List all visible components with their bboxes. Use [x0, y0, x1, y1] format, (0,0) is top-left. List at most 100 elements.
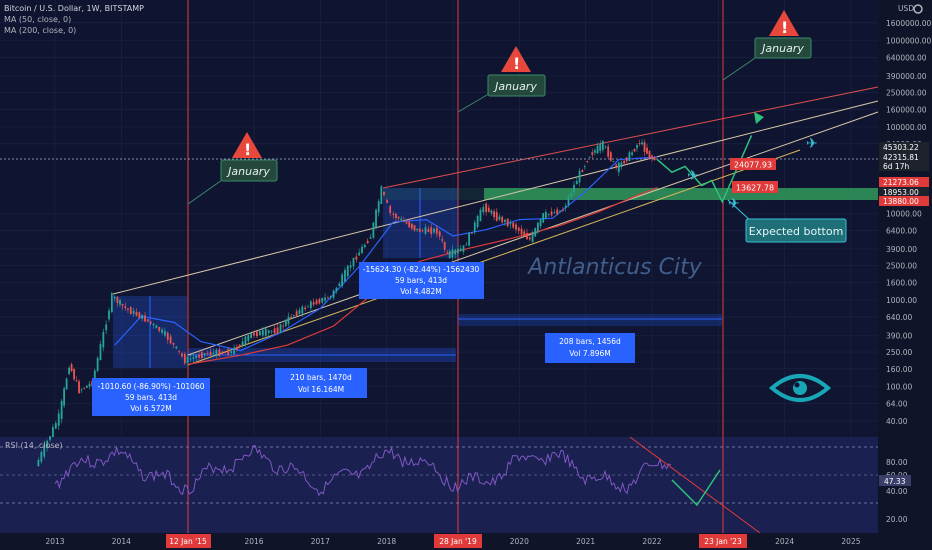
price-tick-label: 6400.00 — [886, 226, 917, 235]
time-tick-label: 2024 — [775, 537, 794, 546]
candle-body — [564, 205, 567, 208]
settings-gear-icon[interactable] — [913, 4, 923, 14]
candle-body — [559, 210, 561, 212]
candle-body — [594, 150, 596, 153]
date-highlight-2023: 23 Jan '23 — [699, 534, 747, 548]
candle-body — [119, 300, 121, 305]
candle-body — [601, 140, 604, 150]
candle-body — [389, 206, 392, 213]
projection-path — [656, 135, 753, 204]
candle-body — [46, 440, 49, 449]
candle-body — [158, 327, 161, 331]
candle-body — [625, 157, 628, 162]
candle-body — [102, 331, 105, 348]
candle-body — [284, 320, 287, 327]
candle-body — [341, 274, 344, 287]
svg-text:13627.78: 13627.78 — [736, 184, 774, 193]
watermark-text: Antlanticus City — [526, 255, 702, 280]
candle-body — [633, 148, 636, 152]
price-tick-label: 2500.00 — [886, 262, 917, 271]
candle-body — [485, 203, 488, 212]
time-tick-label: 2013 — [45, 537, 64, 546]
candle-body — [501, 216, 504, 223]
candle-body — [451, 249, 454, 258]
candle-body — [459, 248, 462, 252]
candle-body — [534, 228, 537, 237]
candle-body — [643, 142, 646, 152]
candle-body — [433, 228, 435, 233]
candle-body — [135, 311, 138, 316]
candle-body — [54, 423, 57, 429]
svg-text:208 bars, 1456d: 208 bars, 1456d — [559, 337, 621, 346]
price-axis[interactable] — [878, 0, 932, 533]
range-box-2019-2023: 208 bars, 1456d Vol 7.896M — [545, 333, 635, 363]
ma200-legend: MA (200, close, 0) — [4, 26, 76, 35]
callout-2019: ! January — [487, 46, 546, 97]
measure-box-2014: -1010.60 (-86.90%) -101060 59 bars, 413d… — [92, 378, 210, 416]
price-tick-label: 250.00 — [886, 348, 912, 357]
candle-body — [383, 191, 385, 195]
candle-body — [215, 349, 218, 357]
expected-bottom-leader — [727, 199, 753, 223]
candle-body — [161, 329, 163, 333]
alert-triangle-icon — [769, 10, 799, 36]
svg-text:Vol 7.896M: Vol 7.896M — [569, 349, 611, 358]
candle-body — [110, 293, 113, 313]
svg-text:210 bars, 1470d: 210 bars, 1470d — [290, 373, 352, 382]
candle-body — [561, 209, 564, 211]
projection-fish-icons: ✈ ✈ ✈ — [687, 136, 818, 212]
candle-body — [498, 216, 501, 220]
candle-body — [37, 459, 40, 467]
candle-body — [454, 249, 457, 255]
candle-body — [493, 211, 496, 218]
svg-text:-1010.60 (-86.90%) -101060: -1010.60 (-86.90%) -101060 — [98, 382, 205, 391]
price-tag-label: 13880.00 — [883, 197, 919, 206]
price-tick-label: 1000.00 — [886, 296, 917, 305]
candle-body — [515, 224, 517, 230]
time-tick-label: 2022 — [642, 537, 661, 546]
candle-body — [410, 223, 413, 229]
price-tick-label: 160.00 — [886, 365, 912, 374]
candle-body — [175, 346, 178, 349]
candle-body — [609, 152, 612, 161]
callout-leader-3 — [722, 55, 759, 81]
candle-body — [631, 152, 633, 155]
candle-body — [575, 180, 578, 185]
candle-body — [651, 155, 653, 159]
candle-body — [96, 357, 99, 371]
candle-body — [588, 156, 591, 158]
candle-body — [591, 152, 594, 155]
currency-label: USD — [898, 4, 914, 13]
candle-body — [298, 309, 301, 314]
candle-body — [495, 212, 498, 221]
candle-body — [321, 297, 324, 303]
candle-body — [504, 219, 506, 222]
time-tick-label: 2020 — [510, 537, 529, 546]
candle-body — [573, 184, 575, 193]
date-highlight-2015: 12 Jan '15 — [166, 534, 211, 548]
candle-body — [567, 196, 570, 205]
candle-body — [221, 351, 224, 354]
candle-body — [550, 211, 553, 216]
candle-body — [526, 232, 528, 240]
candle-body — [264, 328, 267, 336]
candle-body — [418, 228, 421, 232]
svg-text:Vol 6.572M: Vol 6.572M — [130, 404, 172, 413]
price-tick-label: 100000.00 — [886, 123, 927, 132]
candle-body — [479, 209, 482, 222]
price-tick-label: 640.00 — [886, 313, 912, 322]
svg-text:59 bars, 413d: 59 bars, 413d — [395, 276, 447, 285]
candle-body — [183, 353, 186, 364]
candle-body — [471, 232, 473, 234]
callout-2023: ! January — [754, 10, 812, 59]
symbol-title: Bitcoin / U.S. Dollar, 1W, BITSTAMP — [4, 4, 144, 13]
candle-body — [141, 314, 144, 319]
candle-body — [244, 336, 247, 345]
candle-body — [372, 222, 375, 238]
candle-body — [539, 219, 542, 227]
rsi-tick-label: 20.00 — [886, 515, 908, 524]
rsi-trendline — [629, 436, 761, 534]
candle-body — [267, 330, 270, 334]
